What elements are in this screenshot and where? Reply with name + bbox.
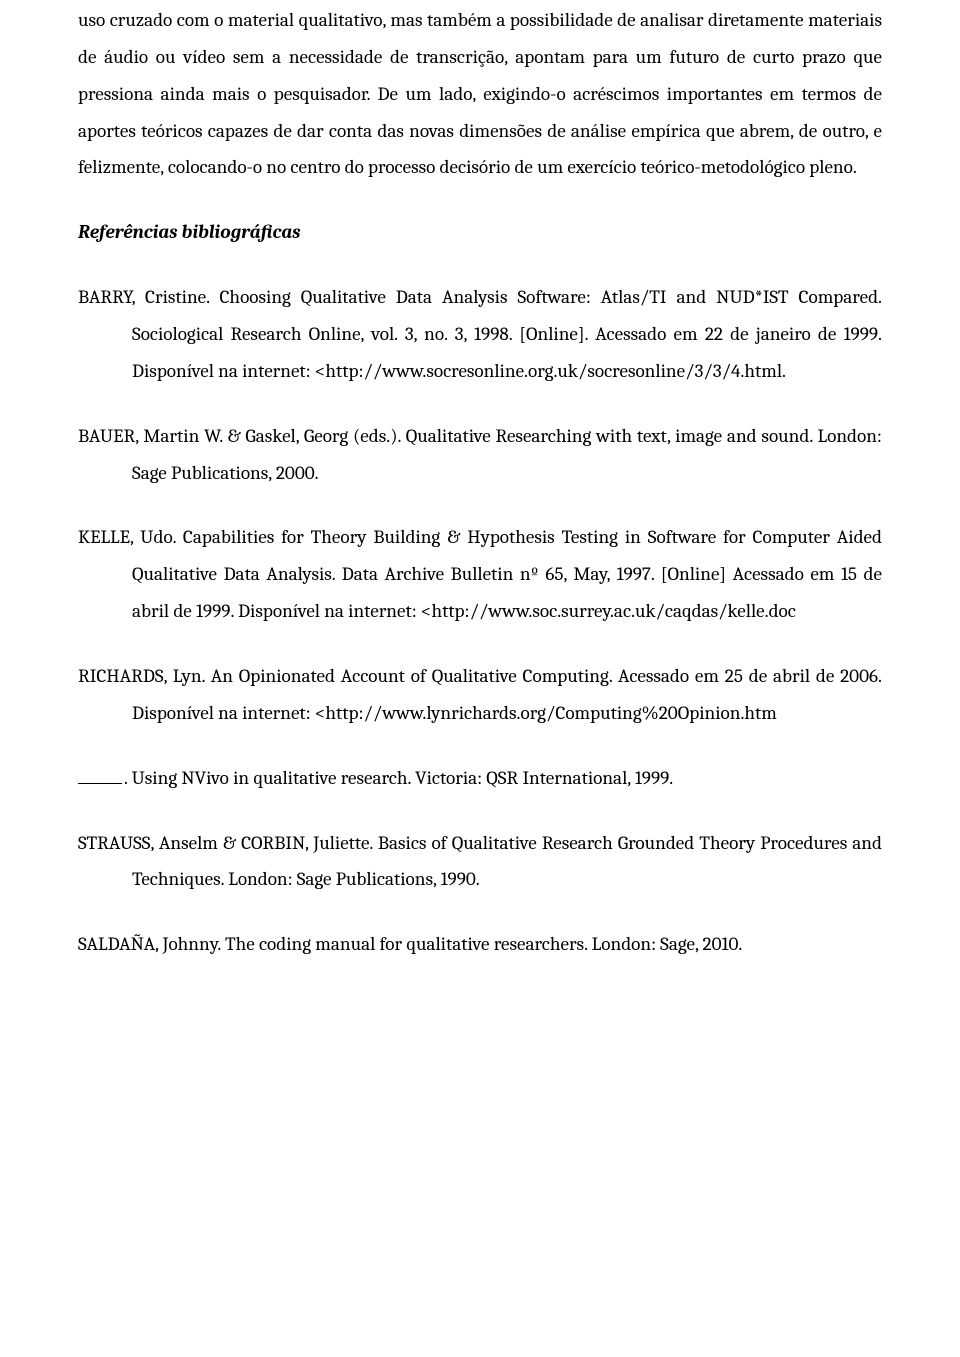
reference-item: STRAUSS, Anselm & CORBIN, Juliette. Basi… — [78, 825, 882, 899]
references-heading: Referências bibliográficas — [78, 214, 882, 251]
same-author-dash — [78, 783, 122, 784]
body-paragraph: uso cruzado com o material qualitativo, … — [78, 2, 882, 186]
reference-item: BARRY, Cristine. Choosing Qualitative Da… — [78, 279, 882, 390]
reference-item: BAUER, Martin W. & Gaskel, Georg (eds.).… — [78, 418, 882, 492]
reference-item: RICHARDS, Lyn. An Opinionated Account of… — [78, 658, 882, 732]
reference-item: SALDAÑA, Johnny. The coding manual for q… — [78, 926, 882, 963]
reference-item-same-author: . Using NVivo in qualitative research. V… — [78, 760, 882, 797]
reference-item: KELLE, Udo. Capabilities for Theory Buil… — [78, 519, 882, 630]
document-page: uso cruzado com o material qualitativo, … — [0, 0, 960, 1357]
same-author-text: . Using NVivo in qualitative research. V… — [124, 767, 673, 789]
